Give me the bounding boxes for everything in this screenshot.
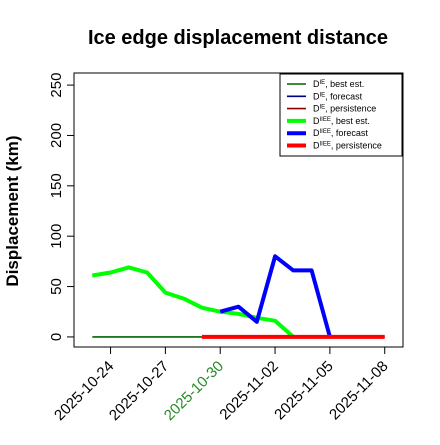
series-layer xyxy=(91,254,385,339)
legend-entry: DIIEE, persistence xyxy=(313,141,382,151)
series-line xyxy=(219,254,332,338)
chart-title: Ice edge displacement distance xyxy=(88,27,388,49)
x-tick-label: 2025-11-08 xyxy=(326,358,391,423)
y-axis-label: Displacement (km) xyxy=(3,135,22,286)
legend-entry: DIE, best est. xyxy=(313,79,364,89)
y-tick-label: 150 xyxy=(48,173,65,198)
legend-entry: DIIEE, forecast xyxy=(313,128,368,138)
plot-frame xyxy=(73,72,404,348)
y-tick-label: 50 xyxy=(48,278,65,295)
legend: DIE, best est. DIE, forecast DIE, persiste… xyxy=(279,73,403,157)
legend-entry: DIIEE, best est. xyxy=(313,116,370,126)
y-tick-label: 0 xyxy=(48,333,65,341)
y-tick-label: 250 xyxy=(48,73,65,98)
legend-entry: DIE, forecast xyxy=(313,91,363,101)
y-tick-label: 200 xyxy=(48,123,65,148)
legend-box xyxy=(279,73,403,157)
legend-entry: DIE, persistence xyxy=(313,104,376,114)
y-tick-label: 100 xyxy=(48,224,65,249)
x-tick-label: 2025-10-30 xyxy=(161,358,227,424)
